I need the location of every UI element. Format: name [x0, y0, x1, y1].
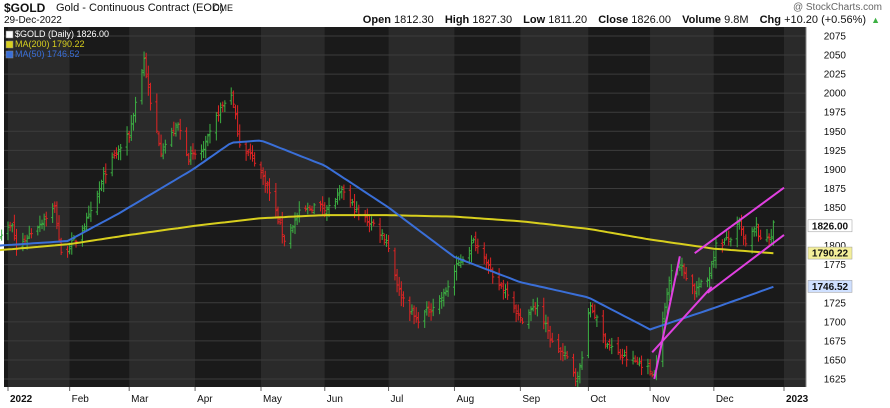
x-tick-label: Feb [72, 394, 90, 405]
legend-entry: MA(50) 1746.52 [5, 49, 80, 59]
price-tag-label: 1746.52 [812, 282, 849, 293]
x-tick-label: Dec [716, 394, 734, 405]
y-tick-label: 1875 [824, 184, 847, 195]
high-value: 1827.30 [472, 14, 513, 26]
legend-swatch [5, 50, 14, 59]
x-tick-label: Aug [456, 394, 474, 405]
legend-entry: MA(200) 1790.22 [5, 39, 85, 49]
open-value: 1812.30 [393, 14, 434, 26]
x-axis-strip [0, 387, 890, 408]
y-axis: 1625165016751700172517501775180018251850… [805, 27, 847, 387]
y-tick-label: 2000 [824, 89, 847, 100]
price-tag-label: 1790.22 [812, 249, 849, 260]
low-value: 1811.20 [548, 14, 588, 26]
legend-label: MA(50) 1746.52 [15, 49, 80, 59]
price-tag-label: 1826.00 [812, 221, 849, 232]
y-tick-label: 2050 [824, 51, 847, 62]
volume-value: 9.8M [724, 14, 749, 26]
y-tick-label: 2025 [824, 70, 847, 81]
price-tag: 1746.52 [807, 280, 853, 293]
close-label: Close [598, 14, 629, 26]
trendline [651, 286, 713, 353]
moving-averages [0, 139, 774, 331]
close-value: 1826.00 [631, 14, 672, 26]
ohlc-summary: Open 1812.30 High 1827.30 Low 1811.20 Cl… [363, 14, 880, 26]
y-tick-label: 1650 [824, 355, 847, 366]
price-tag-box [807, 219, 853, 233]
y-tick-label: 1950 [824, 127, 847, 138]
y-tick-label: 1625 [824, 375, 847, 386]
price-tags: 1826.00 1790.22 1746.52 [807, 219, 853, 293]
low-label: Low [523, 14, 546, 26]
chg-value: +10.20 (+0.56%) [784, 14, 867, 26]
ma200-line [0, 214, 774, 255]
symbol-label: $GOLD [4, 1, 46, 15]
chg-label: Chg [759, 14, 781, 26]
x-tick-label: Sep [522, 394, 540, 405]
up-arrow-icon: ▲ [871, 15, 880, 25]
trendline [653, 256, 681, 380]
price-tag-box [807, 246, 853, 260]
y-tick-label: 1675 [824, 336, 847, 347]
legend-entry: $GOLD (Daily) 1826.00 [5, 29, 109, 39]
x-tick-label: 2022 [10, 394, 33, 405]
y-tick-label: 1925 [824, 146, 847, 157]
trendline [694, 186, 785, 255]
gridlines [4, 35, 806, 380]
chart-header: $GOLD Gold - Continuous Contract (EOD) C… [0, 0, 890, 27]
x-axis: 2022 Feb Mar Apr May Jun Jul Aug Sep Oct Nov Dec 202… [0, 387, 890, 408]
description-label: Gold - Continuous Contract (EOD) [56, 2, 224, 14]
volume-label: Volume [682, 14, 722, 26]
y-tick-label: 1700 [824, 317, 847, 328]
legend-label: MA(200) 1790.22 [15, 39, 85, 49]
stockcharts-watermark: @ StockCharts.com [792, 2, 882, 13]
y-tick-label: 1850 [824, 203, 847, 214]
y-tick-label: 1800 [824, 241, 847, 252]
price-bars [0, 51, 775, 388]
y-tick-label: 1775 [824, 260, 847, 271]
trendline [706, 234, 785, 294]
price-chart: 1625165016751700172517501775180018251850… [0, 27, 890, 408]
x-tick-label: Mar [131, 394, 149, 405]
x-tick-label: Jun [327, 394, 343, 405]
exchange-label: CME [213, 3, 233, 13]
price-tag-box [807, 280, 853, 293]
legend-label: $GOLD (Daily) 1826.00 [15, 29, 109, 39]
y-tick-label: 2075 [824, 32, 847, 43]
price-tag: 1826.00 [807, 219, 853, 233]
legend-swatch [5, 40, 14, 49]
y-tick-label: 1975 [824, 108, 847, 119]
open-label: Open [362, 14, 391, 26]
price-tag: 1790.22 [807, 246, 853, 260]
x-tick-label: Nov [652, 394, 670, 405]
trendlines [651, 186, 785, 380]
x-tick-label: Apr [197, 394, 213, 405]
y-tick-label: 1900 [824, 165, 847, 176]
date-label: 29-Dec-2022 [4, 15, 62, 26]
ma50-line [0, 139, 774, 331]
x-tick-label: 2023 [786, 394, 809, 405]
legend-swatch [5, 30, 14, 39]
x-tick-label: Oct [590, 394, 606, 405]
high-label: High [444, 14, 470, 26]
y-tick-label: 1725 [824, 298, 847, 309]
x-tick-label: May [263, 394, 282, 405]
x-tick-label: Jul [391, 394, 404, 405]
